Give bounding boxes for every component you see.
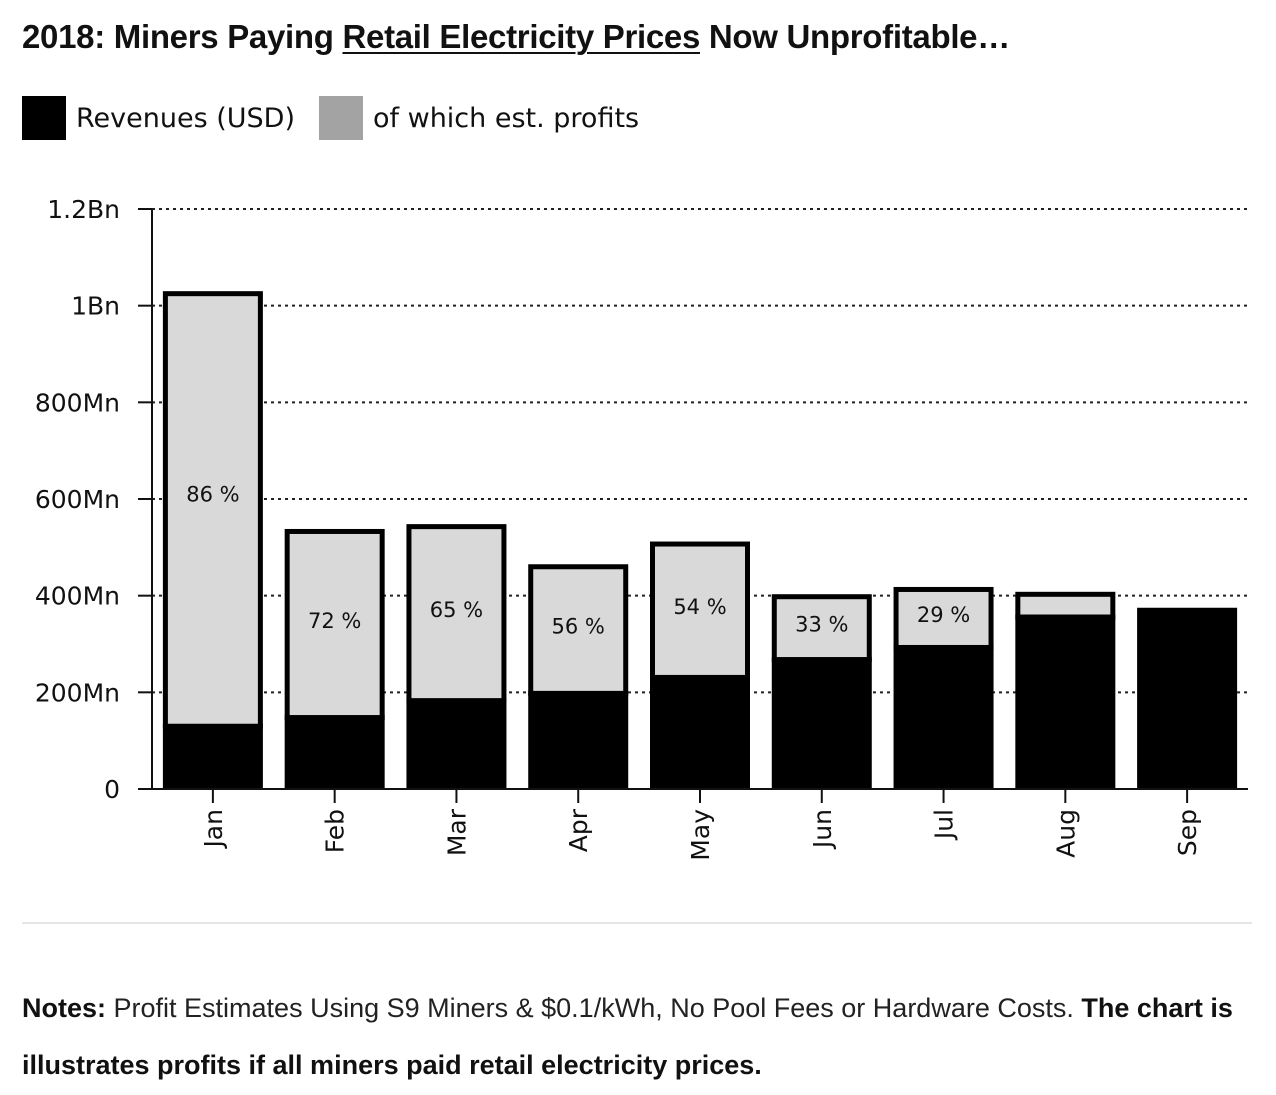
y-tick-label-0: 0 bbox=[104, 775, 120, 804]
bar-revenue-feb bbox=[284, 715, 385, 789]
chart-legend: Revenues (USD) of which est. profits bbox=[22, 96, 663, 140]
bar-profit-jul bbox=[893, 586, 994, 650]
x-tick-label-jun: Jun bbox=[808, 809, 837, 850]
x-tick-label-jul: Jul bbox=[930, 809, 959, 841]
bar-revenue-jun bbox=[771, 657, 872, 789]
legend-swatch-profits bbox=[319, 96, 363, 140]
bar-chart: 0 200Mn 400Mn 600Mn 800Mn 1Bn 1.2Bn 86 % Jan 72 %… bbox=[35, 195, 1248, 861]
bar-profit-feb bbox=[284, 528, 385, 721]
title-prefix: 2018: Miners Paying bbox=[22, 18, 343, 55]
x-tick-label-may: May bbox=[686, 809, 715, 861]
bar-profit-aug bbox=[1015, 591, 1116, 620]
bar-revenue-jul bbox=[893, 644, 994, 789]
x-tick-label-apr: Apr bbox=[564, 808, 593, 852]
y-tick-label-5: 1Bn bbox=[71, 292, 120, 321]
bar-pct-label-jan: 86 % bbox=[186, 482, 239, 506]
y-tick-label-1: 200Mn bbox=[35, 678, 120, 707]
legend-label-profits: of which est. profits bbox=[373, 102, 640, 134]
bar-revenue-aug bbox=[1015, 614, 1116, 789]
legend-swatch-revenues bbox=[22, 96, 66, 140]
notes-emphasis: The chart is illustrates profits if all … bbox=[22, 993, 1233, 1080]
y-tick-label-6: 1.2Bn bbox=[47, 195, 120, 224]
x-tick-label-feb: Feb bbox=[321, 809, 350, 853]
bar-revenue-sep bbox=[1137, 607, 1238, 789]
legend-item-profits: of which est. profits bbox=[319, 96, 639, 140]
x-tick-label-jan: Jan bbox=[199, 809, 228, 850]
chart-title: 2018: Miners Paying Retail Electricity P… bbox=[22, 18, 1010, 56]
bar-revenue-mar bbox=[406, 698, 507, 789]
bar-revenue-may bbox=[650, 674, 750, 789]
bar-pct-label-jun: 33 % bbox=[795, 613, 848, 637]
x-tick-label-mar: Mar bbox=[442, 808, 471, 856]
y-tick-label-3: 600Mn bbox=[35, 485, 120, 514]
bar-revenue-jan bbox=[162, 723, 263, 789]
bar-pct-label-jul: 29 % bbox=[917, 603, 970, 627]
title-suffix: Now Unprofitable… bbox=[700, 18, 1010, 55]
y-tick-label-4: 800Mn bbox=[35, 388, 120, 417]
bar-profit-jan bbox=[162, 291, 263, 729]
legend-label-revenues: Revenues (USD) bbox=[76, 102, 295, 134]
bar-profit-may bbox=[650, 541, 750, 680]
bar-revenue-apr bbox=[528, 690, 629, 789]
notes-label: Notes: bbox=[22, 993, 107, 1023]
bar-profit-jun bbox=[771, 594, 872, 663]
legend-item-revenues: Revenues (USD) bbox=[22, 96, 295, 140]
notes: Notes: Profit Estimates Using S9 Miners … bbox=[22, 980, 1252, 1094]
divider bbox=[22, 922, 1252, 924]
bar-pct-label-mar: 65 % bbox=[430, 598, 483, 622]
bar-pct-label-feb: 72 % bbox=[308, 609, 361, 633]
bar-pct-label-may: 54 % bbox=[673, 595, 726, 619]
x-tick-label-sep: Sep bbox=[1173, 809, 1202, 856]
y-tick-label-2: 400Mn bbox=[35, 582, 120, 611]
bar-profit-mar bbox=[406, 524, 507, 704]
bar-profit-apr bbox=[528, 564, 629, 696]
bar-pct-label-apr: 56 % bbox=[552, 615, 605, 639]
notes-text: Profit Estimates Using S9 Miners & $0.1/… bbox=[106, 993, 1082, 1023]
x-tick-label-aug: Aug bbox=[1051, 809, 1080, 858]
title-underlined: Retail Electricity Prices bbox=[342, 18, 701, 55]
